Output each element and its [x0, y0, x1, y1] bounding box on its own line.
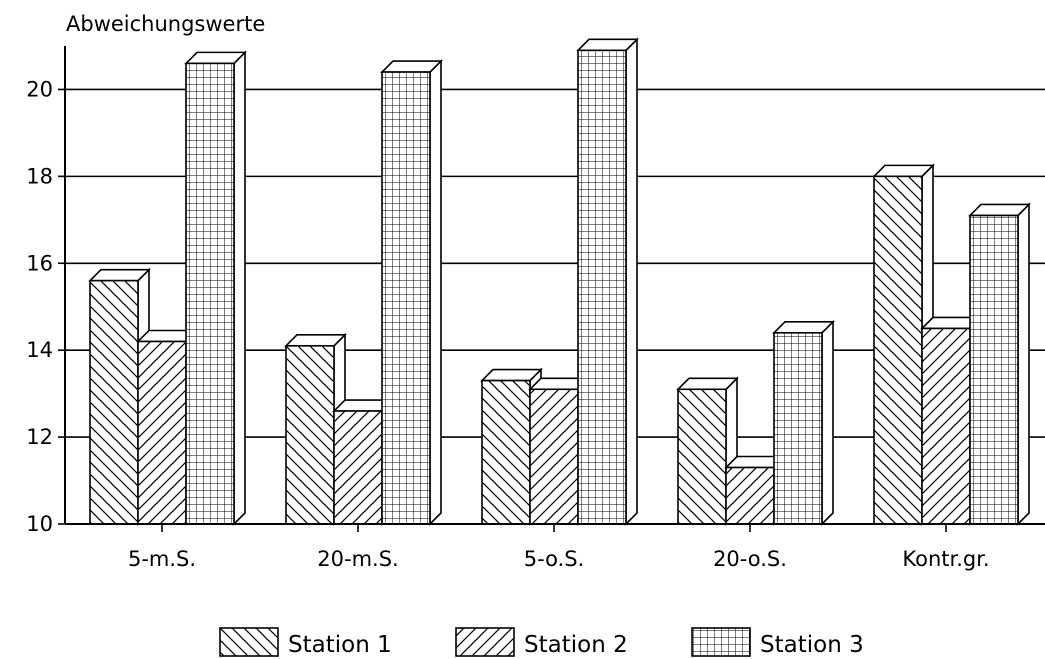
bar — [872, 163, 935, 526]
bar — [772, 319, 835, 526]
bar — [184, 50, 247, 526]
legend-swatch — [691, 627, 751, 657]
legend-label: Station 2 — [524, 632, 628, 658]
x-tick-label: 5-m.S. — [128, 547, 196, 571]
y-tick-label: 20 — [26, 77, 53, 101]
legend-item: Station 2 — [455, 627, 628, 658]
legend-item: Station 3 — [691, 627, 864, 658]
x-tick-label: 20-o.S. — [713, 547, 787, 571]
y-tick-label: 16 — [26, 251, 53, 275]
legend-swatch — [455, 627, 515, 657]
x-tick-label: 5-o.S. — [524, 547, 585, 571]
bar — [380, 59, 443, 526]
y-tick-label: 10 — [26, 512, 53, 536]
legend-label: Station 3 — [760, 632, 864, 658]
legend-item: Station 1 — [219, 627, 392, 658]
y-tick-label: 18 — [26, 164, 53, 188]
x-tick-label: Kontr.gr. — [902, 547, 989, 571]
x-tick-label: 20-m.S. — [317, 547, 398, 571]
legend-swatch — [219, 627, 279, 657]
y-tick-label: 14 — [26, 338, 53, 362]
legend-label: Station 1 — [288, 632, 392, 658]
y-tick-label: 12 — [26, 425, 53, 449]
bar — [576, 37, 639, 526]
bar — [968, 202, 1031, 526]
y-axis-label: Abweichungswerte — [66, 12, 266, 36]
